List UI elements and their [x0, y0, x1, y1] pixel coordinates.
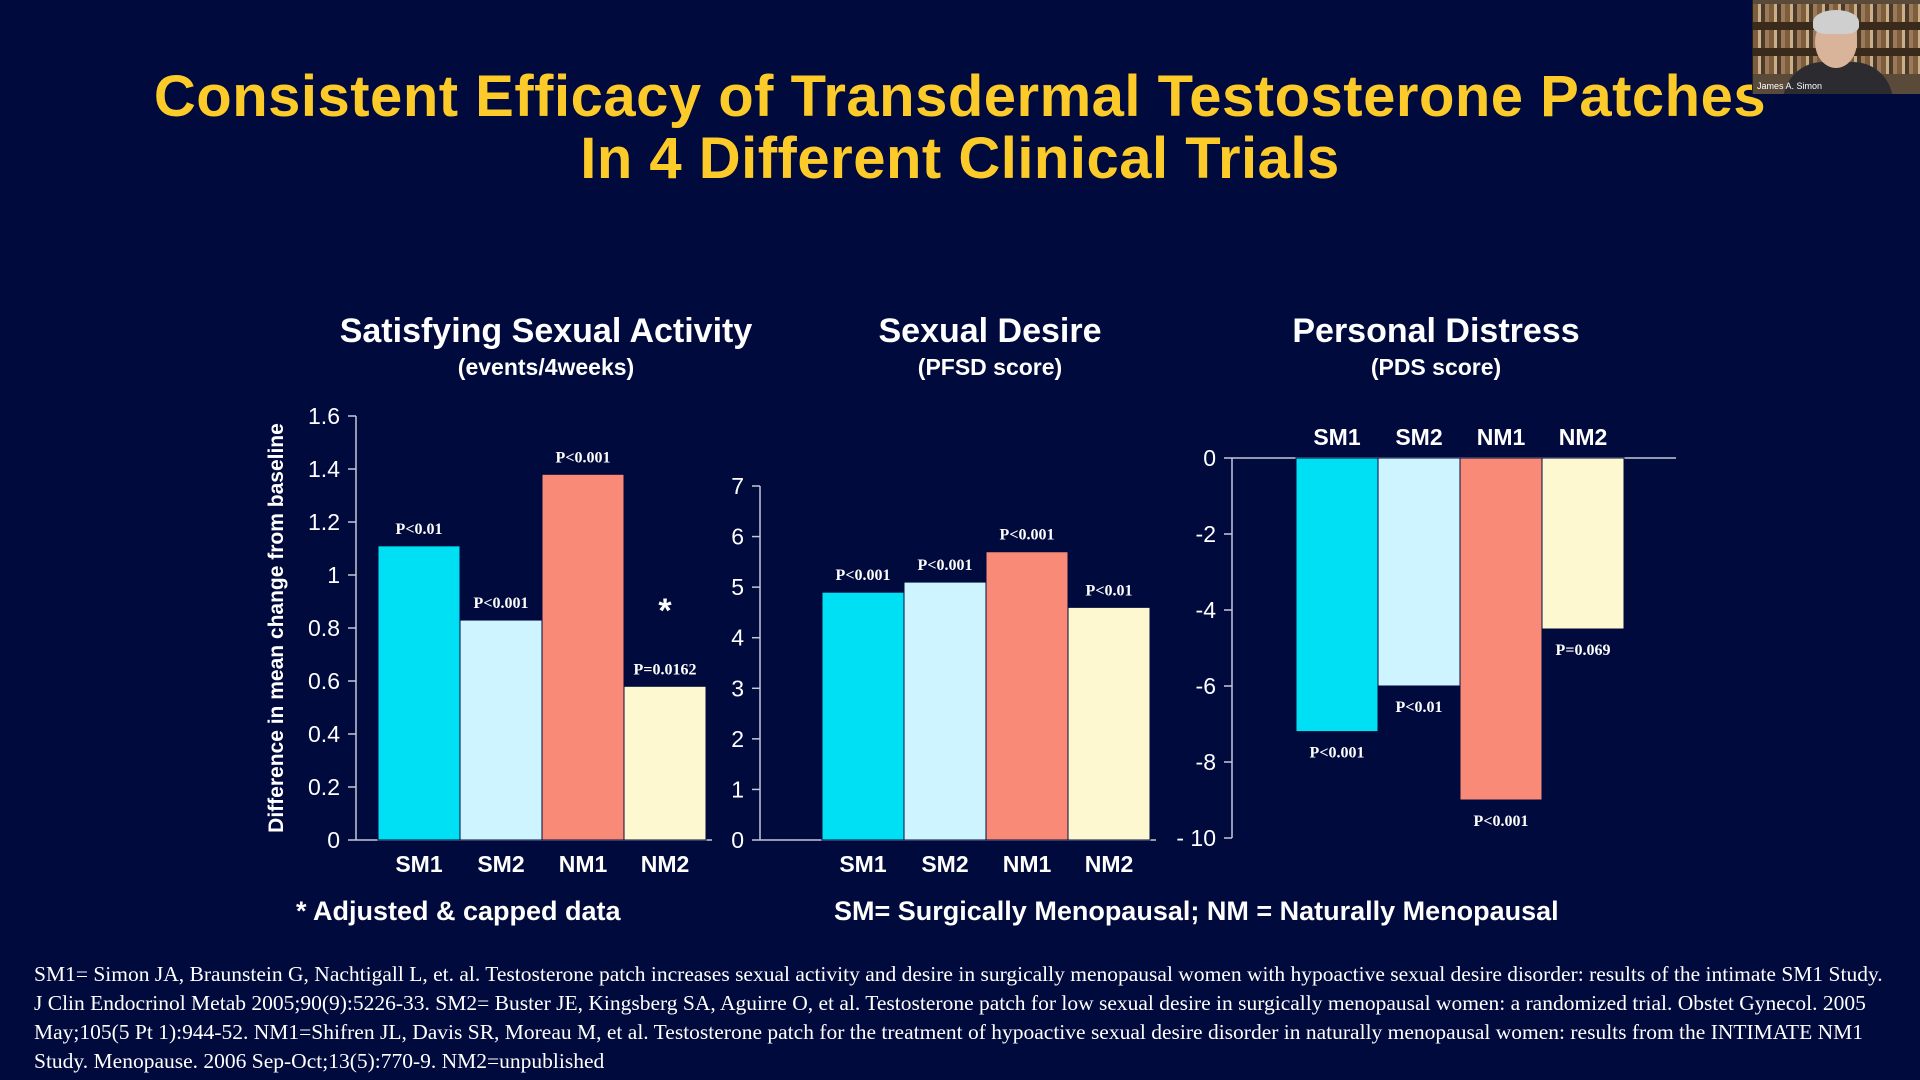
- y-tick-label: 0.4: [308, 721, 340, 747]
- y-tick-label: 0: [731, 827, 744, 853]
- y-tick-label: -8: [1196, 749, 1216, 775]
- presenter-hair: [1813, 10, 1859, 34]
- y-tick-label: 0.8: [308, 615, 340, 641]
- p-value-label: P<0.01: [1396, 699, 1443, 716]
- bar-sm2: [1377, 457, 1461, 687]
- references: SM1= Simon JA, Braunstein G, Nachtigall …: [34, 962, 1883, 1073]
- y-tick-label: -2: [1196, 521, 1216, 547]
- footnote-adjusted: * Adjusted & capped data: [296, 896, 621, 926]
- chart-subtitle: (events/4weeks): [458, 354, 634, 380]
- chart-subtitle: (PFSD score): [918, 354, 1062, 380]
- y-tick-label: 1.2: [308, 509, 340, 535]
- asterisk-marker: *: [658, 592, 672, 630]
- bar-sm1: [1295, 457, 1379, 733]
- p-value-label: P=0.069: [1556, 642, 1611, 659]
- x-category-label: SM2: [477, 851, 524, 877]
- x-category-label: NM2: [1559, 424, 1608, 450]
- y-tick-label: 0: [327, 827, 340, 853]
- p-value-label: P<0.01: [396, 521, 443, 538]
- x-category-label: NM1: [559, 851, 608, 877]
- x-category-label: SM2: [1395, 424, 1442, 450]
- y-tick-label: 5: [731, 574, 744, 600]
- y-tick-label: - 10: [1176, 825, 1216, 851]
- x-category-label: SM1: [395, 851, 443, 877]
- x-category-label: NM2: [1085, 851, 1134, 877]
- p-value-label: P<0.001: [918, 557, 973, 574]
- bar-nm1: [541, 473, 625, 841]
- y-tick-label: 0: [1203, 445, 1216, 471]
- bar-sm1: [377, 545, 461, 841]
- p-value-label: P<0.001: [1000, 527, 1055, 544]
- chart-title: Satisfying Sexual Activity: [340, 312, 753, 350]
- y-tick-label: 1: [731, 776, 744, 802]
- y-tick-label: 0.6: [308, 668, 340, 694]
- bar-sm1: [821, 591, 905, 841]
- slide-title: Consistent Efficacy of Transdermal Testo…: [0, 66, 1920, 190]
- chart-title: Personal Distress: [1292, 312, 1579, 350]
- y-tick-label: 3: [731, 675, 744, 701]
- x-category-label: NM1: [1003, 851, 1052, 877]
- y-axis-label: Difference in mean change from baseline: [265, 423, 288, 833]
- y-tick-label: 1.4: [308, 456, 340, 482]
- chart-subtitle: (PDS score): [1371, 354, 1501, 380]
- bar-nm2: [1067, 606, 1151, 841]
- bar-sm2: [459, 619, 543, 841]
- footnote-legend: SM= Surgically Menopausal; NM = Naturall…: [834, 896, 1559, 926]
- p-value-label: P=0.0162: [634, 661, 697, 678]
- title-line-1: Consistent Efficacy of Transdermal Testo…: [153, 64, 1767, 129]
- y-tick-label: 0.2: [308, 774, 340, 800]
- y-tick-label: 7: [731, 473, 744, 499]
- chart-title: Sexual Desire: [878, 312, 1101, 350]
- y-tick-label: -4: [1196, 597, 1217, 623]
- x-category-label: NM1: [1477, 424, 1526, 450]
- y-tick-label: 1: [327, 562, 340, 588]
- y-tick-label: 6: [731, 524, 744, 550]
- y-tick-label: 2: [731, 726, 744, 752]
- x-category-label: SM1: [839, 851, 887, 877]
- webcam-name-label: James A. Simon: [1757, 81, 1823, 91]
- bar-nm2: [1541, 457, 1625, 630]
- y-tick-label: -6: [1196, 673, 1216, 699]
- bar-nm1: [985, 551, 1069, 841]
- title-line-2: In 4 Different Clinical Trials: [580, 126, 1340, 191]
- y-tick-label: 4: [731, 625, 744, 651]
- webcam-video[interactable]: James A. Simon: [1752, 0, 1920, 94]
- y-tick-label: 1.6: [308, 403, 340, 429]
- p-value-label: P<0.01: [1086, 582, 1133, 599]
- p-value-label: P<0.001: [1474, 813, 1529, 830]
- p-value-label: P<0.001: [1310, 745, 1365, 762]
- x-category-label: SM1: [1313, 424, 1361, 450]
- bar-sm2: [903, 581, 987, 841]
- bar-nm1: [1459, 457, 1543, 801]
- p-value-label: P<0.001: [556, 449, 611, 466]
- x-category-label: NM2: [641, 851, 690, 877]
- x-category-label: SM2: [921, 851, 968, 877]
- p-value-label: P<0.001: [836, 567, 891, 584]
- p-value-label: P<0.001: [474, 595, 529, 612]
- bar-nm2: [623, 685, 707, 841]
